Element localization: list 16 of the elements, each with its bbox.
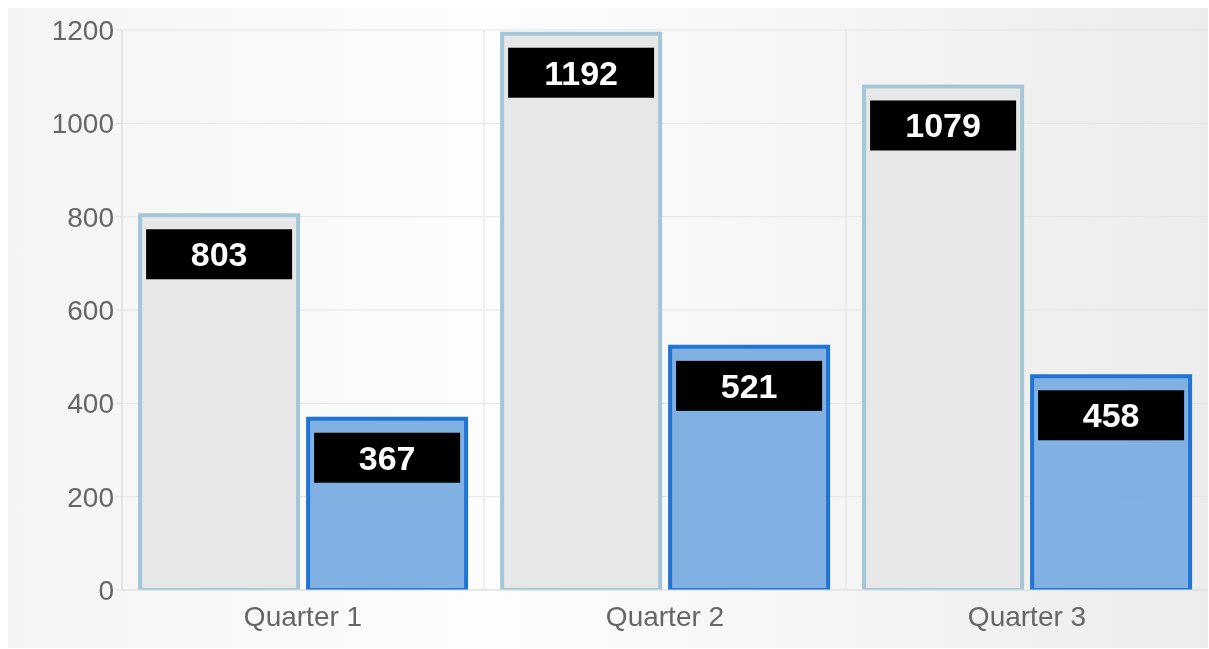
data-label: 803 bbox=[190, 235, 248, 274]
data-label: 458 bbox=[1082, 396, 1140, 435]
y-tick-label: 1200 bbox=[51, 14, 114, 46]
data-label: 521 bbox=[720, 366, 778, 405]
x-tick-label: Quarter 2 bbox=[605, 600, 725, 632]
y-tick-label: 800 bbox=[67, 201, 114, 233]
data-label: 1079 bbox=[905, 106, 981, 145]
y-tick-label: 0 bbox=[98, 574, 114, 606]
data-label: 1192 bbox=[544, 53, 618, 92]
y-tick-label: 400 bbox=[67, 388, 114, 420]
y-tick-label: 600 bbox=[67, 294, 114, 326]
y-tick-label: 1000 bbox=[51, 108, 114, 140]
data-label: 367 bbox=[358, 438, 416, 477]
y-tick-label: 200 bbox=[67, 481, 114, 513]
x-tick-label: Quarter 1 bbox=[243, 600, 363, 632]
x-tick-label: Quarter 3 bbox=[967, 600, 1087, 632]
